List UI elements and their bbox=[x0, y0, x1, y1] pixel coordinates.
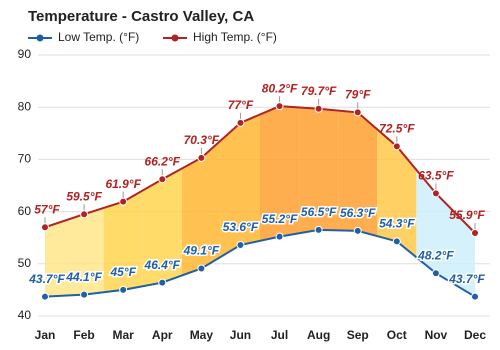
data-point bbox=[119, 197, 128, 206]
data-label: 43.7°F bbox=[28, 272, 65, 286]
data-label: 70.3°F bbox=[184, 133, 220, 147]
data-label: 46.4°F bbox=[144, 258, 181, 272]
range-band bbox=[416, 169, 456, 285]
range-band bbox=[64, 207, 104, 296]
data-point bbox=[158, 278, 167, 287]
data-label: 79.7°F bbox=[301, 84, 337, 98]
range-band bbox=[299, 107, 339, 234]
data-point bbox=[80, 210, 89, 219]
chart-title: Temperature - Castro Valley, CA bbox=[28, 8, 254, 25]
data-point bbox=[353, 226, 362, 235]
range-band bbox=[45, 220, 65, 297]
x-tick-label: Mar bbox=[113, 328, 135, 342]
x-tick-label: Jan bbox=[35, 328, 56, 342]
x-tick-label: Oct bbox=[387, 328, 407, 342]
data-point bbox=[392, 142, 401, 151]
data-point bbox=[41, 223, 49, 232]
range-band bbox=[377, 129, 417, 258]
y-tick-label: 40 bbox=[18, 308, 32, 322]
legend-label: Low Temp. (°F) bbox=[58, 30, 139, 44]
data-label: 77°F bbox=[228, 98, 254, 112]
series-line bbox=[44, 105, 476, 234]
legend-marker bbox=[171, 34, 179, 42]
range-band bbox=[220, 114, 260, 257]
y-tick-label: 80 bbox=[18, 99, 32, 113]
data-label: 57°F bbox=[34, 202, 60, 216]
data-label: 49.1°F bbox=[183, 244, 220, 258]
x-tick-label: Apr bbox=[152, 328, 173, 342]
data-point bbox=[431, 189, 440, 198]
data-label: 53.6°F bbox=[223, 220, 259, 234]
data-point bbox=[197, 264, 206, 273]
legend-marker bbox=[36, 34, 44, 42]
x-tick-label: Jul bbox=[271, 328, 288, 342]
data-label: 55.9°F bbox=[449, 208, 485, 222]
data-label: 59.5°F bbox=[66, 189, 102, 203]
range-band bbox=[455, 213, 475, 297]
y-tick-label: 70 bbox=[18, 152, 32, 166]
data-label: 66.2°F bbox=[145, 154, 181, 168]
data-point bbox=[236, 118, 245, 127]
x-tick-label: Sep bbox=[347, 328, 369, 342]
data-point bbox=[471, 229, 479, 238]
data-label: 44.1°F bbox=[65, 270, 102, 284]
x-tick-label: Nov bbox=[425, 328, 448, 342]
data-point bbox=[41, 292, 49, 301]
data-label: 54.3°F bbox=[379, 217, 415, 231]
range-band bbox=[338, 110, 378, 237]
data-point bbox=[471, 292, 479, 301]
y-tick-label: 50 bbox=[18, 256, 32, 270]
series-line bbox=[44, 228, 476, 298]
data-label: 61.9°F bbox=[105, 177, 141, 191]
data-label: 80.2°F bbox=[262, 81, 298, 95]
legend-label: High Temp. (°F) bbox=[193, 30, 277, 44]
data-label: 72.5°F bbox=[379, 122, 415, 136]
data-label: 56.3°F bbox=[340, 206, 376, 220]
data-label: 79°F bbox=[345, 88, 371, 102]
data-label: 45°F bbox=[109, 265, 136, 279]
data-point bbox=[314, 225, 323, 234]
data-point bbox=[314, 104, 323, 113]
data-point bbox=[119, 285, 128, 294]
data-label: 43.7°F bbox=[448, 272, 485, 286]
data-point bbox=[236, 241, 245, 250]
data-point bbox=[158, 175, 167, 184]
data-point bbox=[392, 237, 401, 246]
range-band bbox=[103, 190, 143, 293]
data-label: 48.2°F bbox=[417, 248, 454, 262]
range-band bbox=[181, 140, 221, 276]
range-band bbox=[142, 168, 182, 287]
range-band bbox=[260, 106, 300, 241]
data-point bbox=[80, 290, 89, 299]
data-label: 63.5°F bbox=[418, 169, 454, 183]
data-point bbox=[275, 232, 284, 241]
data-point bbox=[197, 153, 206, 162]
data-label: 55.2°F bbox=[262, 212, 298, 226]
y-tick-label: 60 bbox=[18, 204, 32, 218]
x-tick-label: May bbox=[190, 328, 214, 342]
data-label: 56.5°F bbox=[301, 205, 337, 219]
data-point bbox=[275, 102, 284, 111]
data-point bbox=[353, 108, 362, 117]
y-tick-label: 90 bbox=[18, 47, 32, 61]
x-tick-label: Feb bbox=[73, 328, 94, 342]
data-point bbox=[431, 269, 440, 278]
x-tick-label: Jun bbox=[230, 328, 251, 342]
x-tick-label: Dec bbox=[464, 328, 486, 342]
x-tick-label: Aug bbox=[307, 328, 330, 342]
